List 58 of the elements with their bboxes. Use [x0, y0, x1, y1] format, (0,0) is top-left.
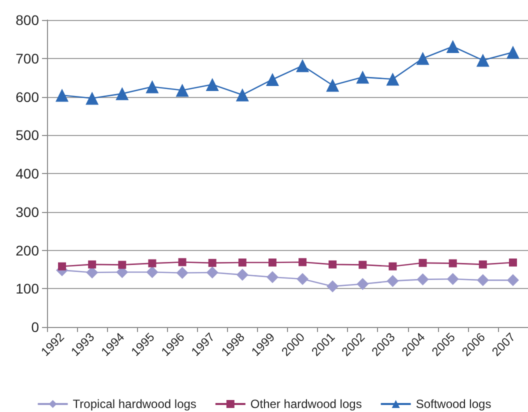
point: [506, 46, 520, 59]
point: [146, 266, 158, 278]
point: [476, 54, 490, 67]
point: [236, 268, 248, 281]
point: [266, 271, 278, 284]
legend-label: Tropical hardwood logs: [72, 397, 196, 411]
point: [508, 258, 517, 267]
point: [206, 266, 218, 279]
point: [478, 260, 487, 268]
point: [416, 52, 430, 65]
point: [326, 78, 340, 92]
point: [356, 70, 370, 84]
point: [58, 262, 66, 270]
point: [296, 273, 309, 286]
y-tick-label: 0: [31, 319, 40, 335]
legend-label: Other hardwood logs: [250, 397, 362, 411]
point: [148, 259, 156, 268]
y-tick-label: 600: [16, 88, 40, 105]
point: [206, 78, 219, 91]
point: [86, 266, 98, 279]
point: [176, 84, 189, 97]
point: [416, 273, 429, 286]
legend-label: Softwood logs: [416, 397, 492, 411]
point: [238, 258, 246, 267]
y-tick-label: 400: [16, 166, 40, 182]
point: [448, 259, 457, 268]
point: [118, 260, 126, 269]
point: [56, 88, 69, 102]
y-tick-label: 100: [16, 280, 40, 297]
y-tick-label: 700: [16, 50, 40, 66]
y-tick-label: 300: [16, 204, 40, 220]
point: [506, 274, 519, 286]
point: [298, 258, 307, 266]
point: [208, 258, 216, 267]
y-tick-label: 500: [16, 127, 40, 144]
point: [266, 72, 279, 86]
point: [476, 274, 489, 286]
point: [88, 260, 96, 268]
point: [446, 40, 460, 53]
point: [86, 92, 99, 105]
point: [328, 260, 337, 268]
y-tick-label: 200: [16, 242, 40, 258]
point: [296, 59, 310, 72]
point: [236, 88, 249, 102]
point: [356, 278, 369, 290]
point: [446, 273, 459, 286]
point: [116, 87, 129, 100]
point: [268, 258, 276, 267]
point: [386, 72, 400, 86]
point: [146, 80, 159, 94]
point: [178, 258, 186, 266]
point: [388, 262, 397, 270]
point: [326, 280, 339, 292]
point: [418, 258, 427, 267]
point: [176, 266, 188, 279]
point: [386, 274, 399, 287]
point: [358, 260, 367, 269]
y-tick-label: 800: [16, 12, 40, 28]
